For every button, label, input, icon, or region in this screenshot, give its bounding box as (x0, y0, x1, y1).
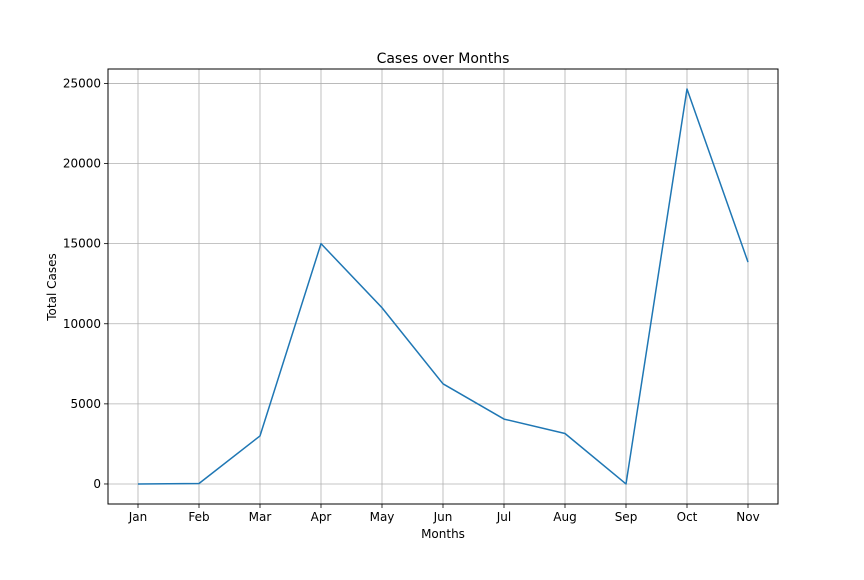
x-tick-label: Jul (496, 510, 511, 524)
x-tick-label: Sep (615, 510, 638, 524)
x-tick-label: Aug (553, 510, 576, 524)
x-tick-label: Oct (677, 510, 698, 524)
y-tick-label: 25000 (63, 76, 101, 90)
x-axis-label: Months (421, 527, 465, 541)
x-axis: Jan Feb Mar Apr May Jun Jul Aug Sep Oct Nov (128, 504, 760, 524)
x-tick-label: Jan (128, 510, 148, 524)
y-tick-label: 0 (93, 477, 101, 491)
y-axis-label: Total Cases (45, 253, 59, 321)
x-tick-label: May (370, 510, 395, 524)
y-tick-label: 10000 (63, 317, 101, 331)
grid (108, 69, 778, 504)
y-tick-label: 5000 (70, 397, 101, 411)
y-tick-label: 15000 (63, 237, 101, 251)
y-tick-label: 20000 (63, 157, 101, 171)
x-tick-label: Mar (249, 510, 272, 524)
x-tick-label: Apr (311, 510, 332, 524)
chart-title: Cases over Months (377, 51, 510, 67)
x-tick-label: Nov (736, 510, 759, 524)
x-tick-label: Jun (433, 510, 453, 524)
y-axis: 0 5000 10000 15000 20000 25000 (63, 76, 108, 491)
x-tick-label: Feb (188, 510, 209, 524)
